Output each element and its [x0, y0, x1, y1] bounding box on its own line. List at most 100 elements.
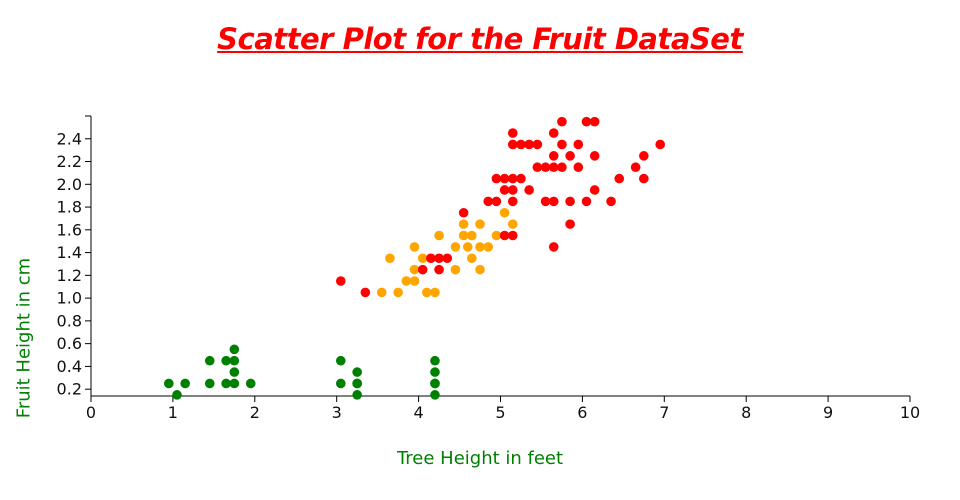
data-point — [507, 230, 518, 241]
data-point — [655, 139, 666, 150]
data-point — [548, 196, 559, 207]
x-tick-label: 8 — [741, 403, 751, 422]
data-point — [467, 253, 477, 264]
data-point — [499, 230, 510, 241]
data-point — [499, 173, 510, 184]
x-tick-label: 4 — [414, 403, 424, 422]
data-point — [434, 264, 444, 275]
data-point — [401, 276, 412, 286]
data-point — [462, 242, 473, 252]
data-point — [548, 162, 559, 173]
data-point — [507, 219, 518, 229]
x-tick-label: 9 — [823, 403, 833, 422]
x-axis-label: Tree Height in feet — [396, 448, 564, 469]
y-tick-label: 0.8 — [57, 311, 82, 330]
data-point — [507, 173, 518, 184]
data-point — [573, 139, 584, 150]
data-point — [458, 219, 469, 229]
data-point — [409, 264, 420, 275]
data-point — [499, 207, 510, 218]
data-point — [430, 390, 440, 400]
data-point — [614, 173, 625, 184]
x-tick-label: 0 — [86, 403, 96, 422]
data-point — [507, 185, 518, 195]
y-tick-label: 1.0 — [57, 289, 82, 308]
data-point — [516, 139, 526, 150]
data-point — [172, 390, 182, 400]
data-point — [417, 253, 428, 264]
data-point — [589, 151, 600, 161]
data-point — [164, 378, 174, 389]
x-tick-label: 7 — [659, 403, 669, 422]
data-point — [467, 230, 477, 241]
data-point — [475, 264, 485, 275]
data-point — [548, 128, 559, 138]
data-point — [507, 128, 518, 138]
data-point — [606, 196, 616, 207]
data-point — [557, 162, 567, 173]
data-point — [409, 276, 420, 286]
x-tick-label: 1 — [168, 403, 178, 422]
data-point — [499, 185, 510, 195]
data-point — [491, 173, 502, 184]
data-point — [450, 242, 461, 252]
data-point — [335, 355, 346, 366]
x-tick-label: 10 — [900, 403, 920, 422]
data-point — [524, 185, 534, 195]
data-point — [532, 139, 543, 150]
data-point — [565, 196, 575, 207]
data-point — [442, 253, 453, 264]
data-point — [430, 355, 440, 366]
data-point — [589, 185, 600, 195]
data-point — [376, 287, 387, 298]
data-point — [204, 355, 215, 366]
data-point — [557, 116, 567, 127]
data-point — [430, 378, 440, 389]
data-point — [417, 264, 428, 275]
data-point — [430, 367, 440, 377]
data-point — [483, 242, 494, 252]
data-point — [385, 253, 395, 264]
y-axis: 0.2 0.4 0.6 0.8 1.0 1.2 1.4 1.6 1.8 2.0 2.2 2.4 — [57, 115, 92, 399]
data-point — [475, 242, 485, 252]
x-tick-label: 3 — [332, 403, 342, 422]
y-tick-label: 0.2 — [57, 380, 82, 399]
data-point — [352, 390, 362, 400]
data-point — [221, 355, 231, 366]
data-point — [573, 162, 584, 173]
data-point — [532, 162, 543, 173]
data-point — [352, 367, 362, 377]
data-point — [516, 173, 526, 184]
data-point — [581, 196, 592, 207]
data-points — [164, 116, 666, 400]
data-point — [360, 287, 371, 298]
data-point — [221, 378, 231, 389]
data-point — [491, 230, 502, 241]
data-point — [565, 151, 575, 161]
data-point — [458, 230, 469, 241]
x-tick-label: 5 — [495, 403, 505, 422]
y-tick-label: 2.0 — [57, 175, 82, 194]
data-point — [548, 242, 559, 252]
data-point — [352, 378, 362, 389]
data-point — [180, 378, 190, 389]
y-axis-label: Fruit Height in cm — [13, 257, 35, 419]
data-point — [581, 116, 592, 127]
data-point — [458, 207, 469, 218]
y-tick-label: 1.6 — [57, 220, 82, 239]
data-point — [548, 151, 559, 161]
data-point — [229, 344, 240, 355]
x-axis: 0 1 2 3 4 5 6 7 8 9 10 — [86, 395, 920, 422]
y-tick-label: 1.4 — [57, 243, 82, 262]
data-point — [589, 116, 600, 127]
data-point — [540, 162, 551, 173]
data-point — [483, 196, 494, 207]
data-point — [475, 219, 485, 229]
data-point — [565, 219, 575, 229]
data-point — [393, 287, 403, 298]
y-tick-label: 1.8 — [57, 198, 82, 217]
data-point — [630, 162, 641, 173]
x-tick-label: 6 — [577, 403, 587, 422]
data-point — [409, 242, 420, 252]
